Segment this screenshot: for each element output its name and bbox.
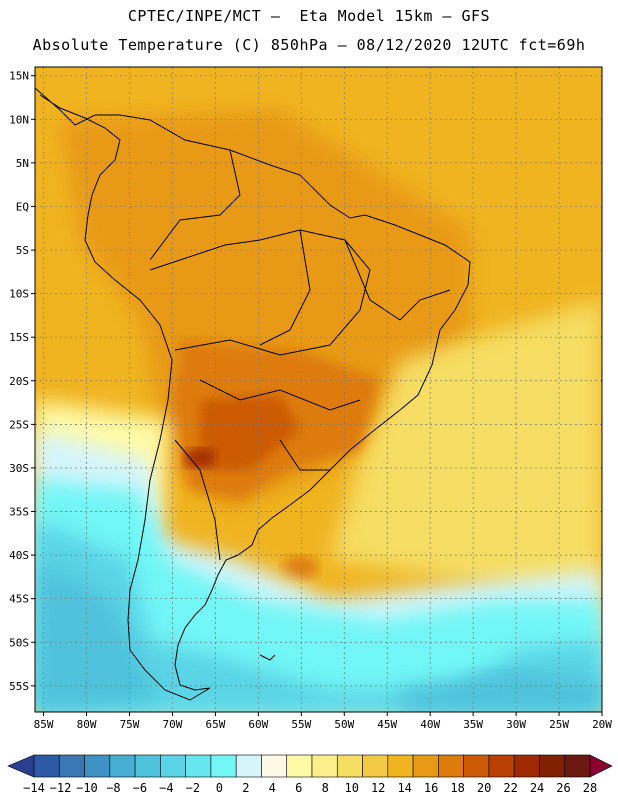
colorbar-swatch <box>185 754 212 778</box>
lat-label: 40S <box>9 549 29 562</box>
lon-label: 85W <box>34 718 54 731</box>
colorbar-swatch <box>513 754 540 778</box>
lat-label: 5N <box>16 157 29 170</box>
colorbar-label: −2 <box>186 781 200 795</box>
lat-label: 50S <box>9 636 29 649</box>
lon-label: 35W <box>463 718 483 731</box>
lon-label: 75W <box>120 718 140 731</box>
colorbar-swatch <box>488 754 515 778</box>
lon-label: 65W <box>205 718 225 731</box>
lon-label: 30W <box>506 718 526 731</box>
colorbar-label: 26 <box>556 781 570 795</box>
colorbar-swatch <box>362 754 389 778</box>
coastlines <box>35 87 471 701</box>
colorbar-label: 0 <box>216 781 223 795</box>
colorbar: −14 −12 −10 −8 −6 −4 −2 0 2 4 6 8 10 12 14 16 18 20 22 24 26… <box>7 754 613 795</box>
colorbar-label: 18 <box>450 781 464 795</box>
colorbar-label: −4 <box>159 781 173 795</box>
colorbar-swatch <box>235 754 262 778</box>
colorbar-swatch <box>463 754 490 778</box>
colorbar-swatch <box>539 754 566 778</box>
lat-label: 25S <box>9 418 29 431</box>
longitude-labels: 85W 80W 75W 70W 65W 60W 55W 50W 45W 40W 35W 30W 25W 2… <box>34 712 612 731</box>
colorbar-label: 6 <box>295 781 302 795</box>
colorbar-swatch <box>33 754 60 778</box>
colorbar-swatch <box>58 754 85 778</box>
colorbar-label: 12 <box>371 781 385 795</box>
colorbar-label: 2 <box>242 781 249 795</box>
colorbar-min-arrow <box>7 754 35 778</box>
colorbar-swatch <box>84 754 111 778</box>
colorbar-swatch <box>336 754 363 778</box>
lat-label: 10S <box>9 288 29 301</box>
latitude-labels: 15N 10N 5N EQ 5S 10S 15S 20S 25S 30S 35S 40S 45S 50S 5… <box>9 70 35 693</box>
colorbar-label: 20 <box>477 781 491 795</box>
lat-label: 15N <box>9 70 29 83</box>
lon-label: 60W <box>248 718 268 731</box>
colorbar-label: 22 <box>503 781 517 795</box>
lat-label: 10N <box>9 113 29 126</box>
lat-label: EQ <box>16 200 29 213</box>
temperature-field <box>35 67 602 712</box>
title-line-1: CPTEC/INPE/MCT – Eta Model 15km – GFS <box>127 7 491 25</box>
colorbar-swatch <box>387 754 414 778</box>
colorbar-swatch <box>109 754 136 778</box>
colorbar-swatch <box>412 754 439 778</box>
colorbar-label: −14 <box>23 781 45 795</box>
lon-label: 20W <box>592 718 612 731</box>
lat-label: 35S <box>9 506 29 519</box>
colorbar-max-arrow <box>589 754 613 778</box>
colorbar-label: 16 <box>424 781 438 795</box>
colorbar-label: 14 <box>397 781 411 795</box>
lon-label: 45W <box>377 718 397 731</box>
colorbar-swatch <box>261 754 288 778</box>
colorbar-label: 8 <box>322 781 329 795</box>
colorbar-swatch <box>134 754 161 778</box>
lon-label: 40W <box>420 718 440 731</box>
colorbar-swatch <box>564 754 591 778</box>
colorbar-label: 28 <box>583 781 597 795</box>
lat-label: 20S <box>9 375 29 388</box>
title-line-2: Absolute Temperature (C) 850hPa – 08/12/… <box>32 36 586 54</box>
colorbar-swatch <box>311 754 338 778</box>
colorbar-label: 4 <box>269 781 276 795</box>
lat-label: 55S <box>9 680 29 693</box>
colorbar-label: 10 <box>344 781 358 795</box>
colorbar-swatch <box>210 754 237 778</box>
colorbar-label: −8 <box>106 781 120 795</box>
colorbar-swatch <box>286 754 313 778</box>
colorbar-swatch <box>438 754 464 778</box>
lon-label: 25W <box>549 718 569 731</box>
map-frame <box>34 66 603 713</box>
lon-label: 70W <box>163 718 183 731</box>
lat-label: 15S <box>9 331 29 344</box>
lat-label: 5S <box>16 244 29 257</box>
colorbar-label: −10 <box>76 781 98 795</box>
colorbar-swatch <box>160 754 186 778</box>
colorbar-label: 24 <box>530 781 544 795</box>
lat-label: 30S <box>9 462 29 475</box>
lon-label: 50W <box>334 718 354 731</box>
colorbar-label: −6 <box>133 781 147 795</box>
lat-label: 45S <box>9 593 29 606</box>
lon-label: 55W <box>291 718 311 731</box>
lon-label: 80W <box>77 718 97 731</box>
colorbar-label: −12 <box>50 781 72 795</box>
